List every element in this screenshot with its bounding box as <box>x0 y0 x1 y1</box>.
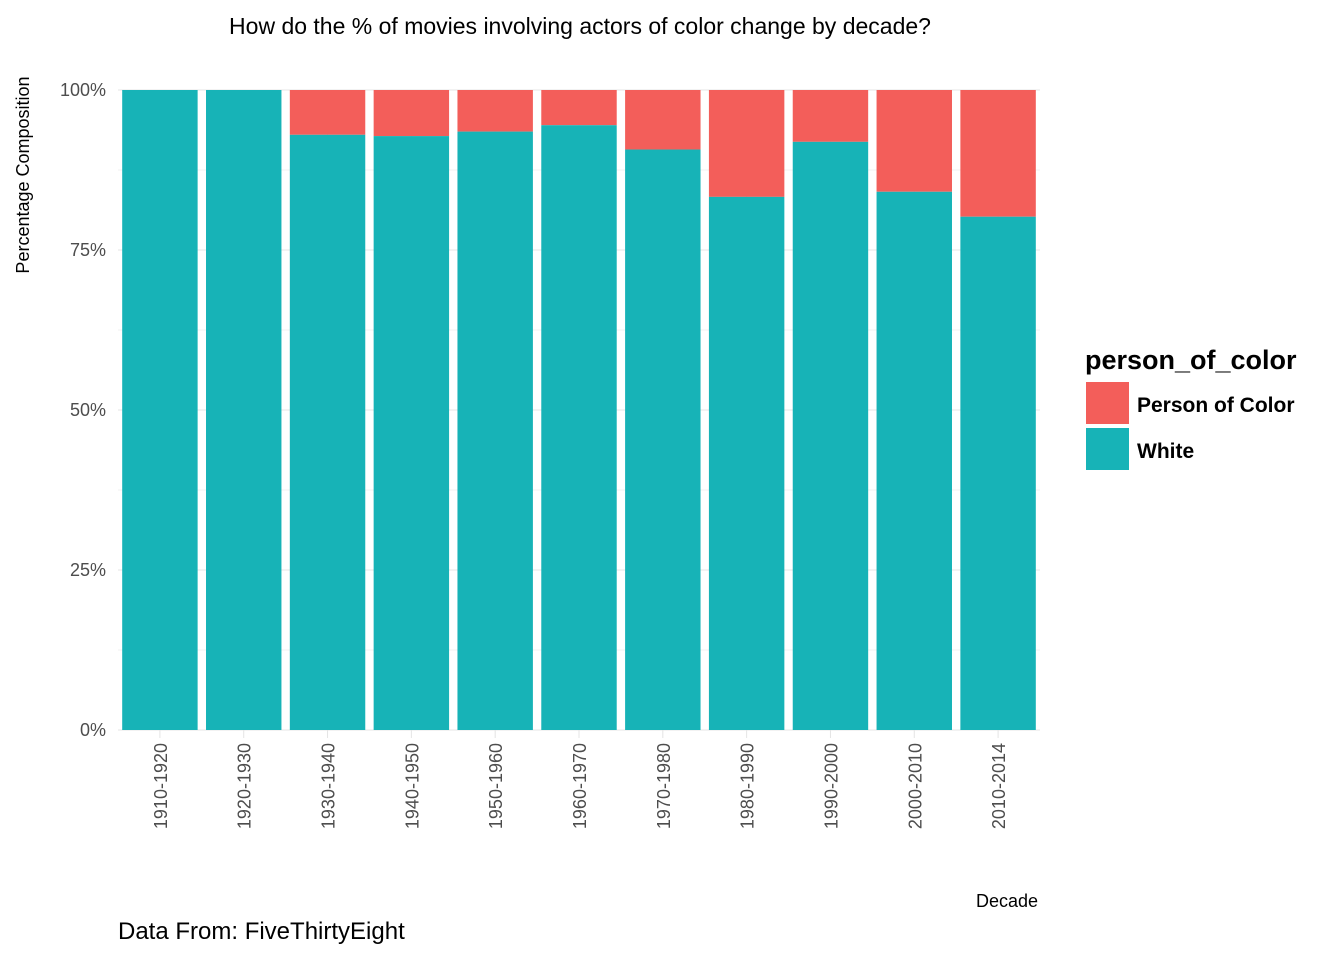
x-tick-label: 1940-1950 <box>402 743 422 829</box>
y-tick-label: 0% <box>80 720 106 740</box>
bar-person-of-color <box>708 90 785 197</box>
bar-white <box>960 216 1036 731</box>
x-tick-label: 1960-1970 <box>570 743 590 829</box>
x-tick-label: 2000-2010 <box>905 743 925 829</box>
y-axis-ticks: 0% 25% 50% 75% 100% <box>60 80 106 740</box>
x-tick-label: 2010-2014 <box>989 743 1009 829</box>
x-axis-title: Decade <box>976 891 1038 911</box>
bar-person-of-color <box>625 90 701 150</box>
bar-white <box>457 131 533 731</box>
bars <box>122 90 1036 731</box>
x-tick-label: 1950-1960 <box>486 743 506 829</box>
bar-white <box>206 90 282 730</box>
y-tick-label: 75% <box>70 240 106 260</box>
x-tick-label: 1910-1920 <box>151 743 171 829</box>
bar-person-of-color <box>876 90 952 192</box>
bar-person-of-color <box>960 90 1036 217</box>
y-tick-label: 25% <box>70 560 106 580</box>
bar-person-of-color <box>373 90 450 137</box>
caption: Data From: FiveThirtyEight <box>118 918 405 945</box>
legend: person_of_color Person of Color White <box>1085 345 1297 470</box>
bar-white <box>289 134 366 731</box>
bar-white <box>876 191 952 730</box>
bar-white <box>708 196 785 730</box>
legend-title: person_of_color <box>1085 345 1297 375</box>
bar-person-of-color <box>457 90 533 132</box>
legend-label-white: White <box>1137 440 1194 463</box>
y-tick-label: 50% <box>70 400 106 420</box>
bar-white <box>792 141 869 731</box>
bar-white <box>541 125 617 730</box>
bar-white <box>122 90 198 730</box>
legend-label-person-of-color: Person of Color <box>1137 394 1295 417</box>
y-tick-label: 100% <box>60 80 106 100</box>
legend-swatch-person-of-color <box>1086 382 1129 424</box>
legend-swatch-white <box>1086 428 1129 470</box>
bar-white <box>373 136 450 730</box>
x-tick-label: 1920-1930 <box>235 743 255 829</box>
x-tick-label: 1930-1940 <box>319 743 339 829</box>
bar-person-of-color <box>541 90 617 126</box>
bar-person-of-color <box>289 90 366 135</box>
x-axis-ticks: 1910-1920 1920-1930 1930-1940 1940-1950 1950… <box>151 743 1009 829</box>
chart-title: How do the % of movies involving actors … <box>229 13 931 39</box>
x-tick-label: 1970-1980 <box>654 743 674 829</box>
x-tick-label: 1990-2000 <box>821 743 841 829</box>
y-axis-title: Percentage Composition <box>13 76 33 273</box>
x-tick-label: 1980-1990 <box>738 743 758 829</box>
bar-white <box>625 149 701 730</box>
bar-person-of-color <box>792 90 869 142</box>
